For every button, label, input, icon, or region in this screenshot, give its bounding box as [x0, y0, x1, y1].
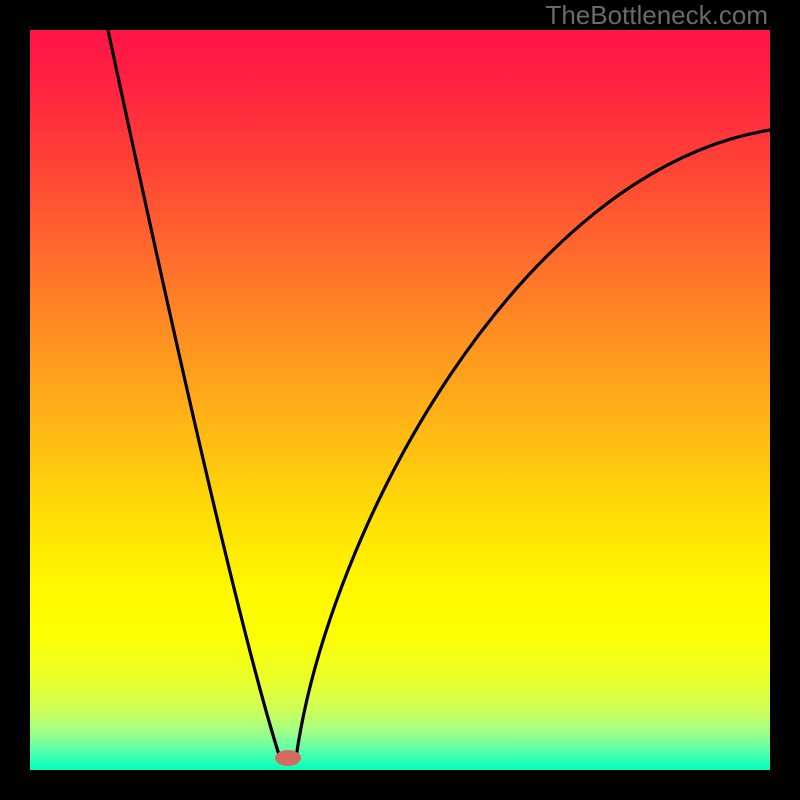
watermark-text: TheBottleneck.com: [545, 0, 768, 31]
plot-area: [30, 30, 770, 770]
chart-container: TheBottleneck.com: [0, 0, 800, 800]
